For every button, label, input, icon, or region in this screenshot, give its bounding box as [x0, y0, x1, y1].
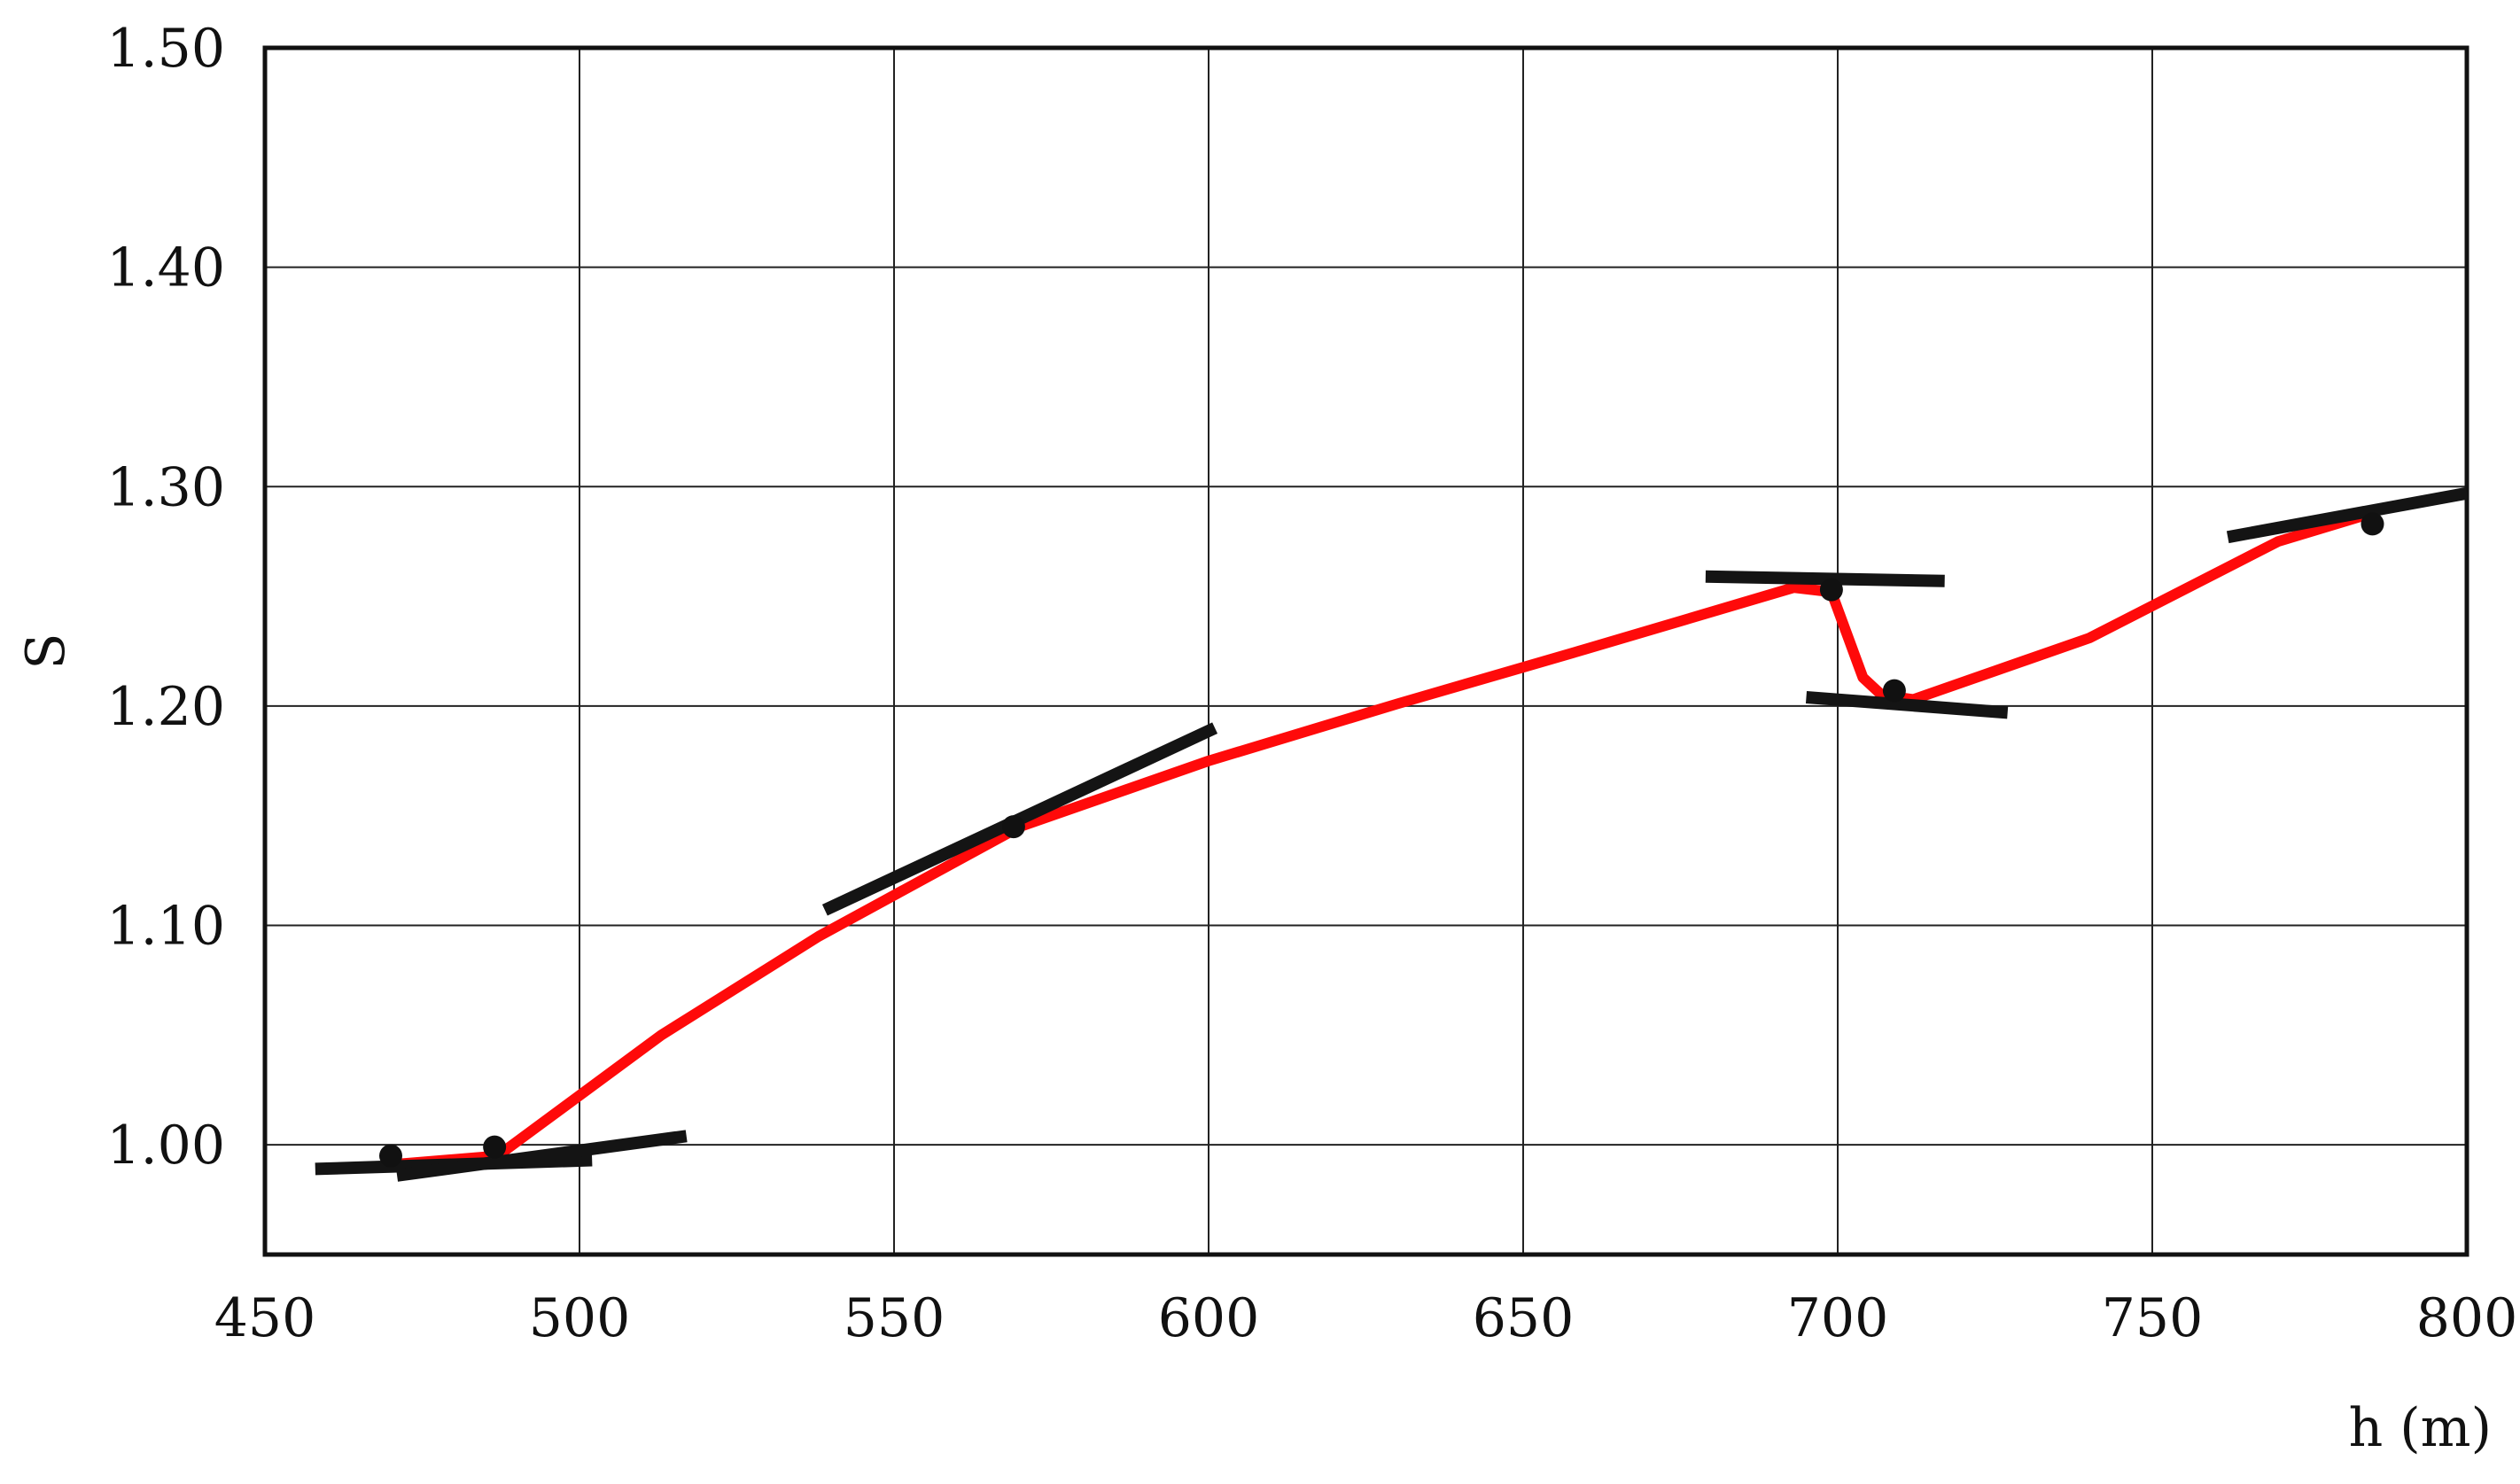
data-point-4	[1819, 578, 1843, 602]
grid-lines	[264, 47, 2468, 1255]
data-point-6	[2361, 512, 2384, 536]
tangent-segment-2	[396, 1130, 688, 1182]
y-tick-label-1.00: 1.00	[106, 1115, 225, 1177]
x-tick-label-800: 800	[2416, 1287, 2518, 1349]
y-tick-label-1.30: 1.30	[106, 456, 225, 518]
x-tick-label-500: 500	[529, 1287, 631, 1349]
x-tick-label-550: 550	[844, 1287, 945, 1349]
x-tick-label-450: 450	[214, 1287, 316, 1349]
y-tick-label-1.40: 1.40	[106, 237, 225, 299]
y-tick-label-1.50: 1.50	[106, 18, 225, 80]
series-line	[385, 507, 2378, 1170]
data-point-2	[483, 1135, 507, 1159]
tangent-segment-5	[1805, 691, 2009, 719]
y-tick-label-1.10: 1.10	[106, 896, 225, 958]
y-tick-label-1.20: 1.20	[106, 676, 225, 738]
x-axis-label: h (m)	[2349, 1397, 2492, 1459]
plot-frame	[262, 45, 2469, 1257]
data-point-1	[379, 1144, 402, 1168]
data-point-3	[1001, 815, 1025, 839]
x-axis-ticks: 450 500 550 600 650 700 750 800	[214, 1287, 2518, 1349]
tangent-segments	[315, 486, 2469, 1182]
y-axis-ticks: 1.00 1.10 1.20 1.30 1.40 1.50	[106, 18, 225, 1177]
x-tick-label-600: 600	[1158, 1287, 1260, 1349]
y-axis-label: S	[15, 633, 77, 669]
tangent-segment-4	[1705, 570, 1945, 587]
data-point-5	[1882, 679, 1906, 703]
x-tick-label-750: 750	[2102, 1287, 2204, 1349]
tangent-segment-6	[2226, 486, 2469, 544]
x-tick-label-650: 650	[1473, 1287, 1575, 1349]
data-points	[379, 512, 2384, 1168]
x-tick-label-700: 700	[1787, 1287, 1889, 1349]
